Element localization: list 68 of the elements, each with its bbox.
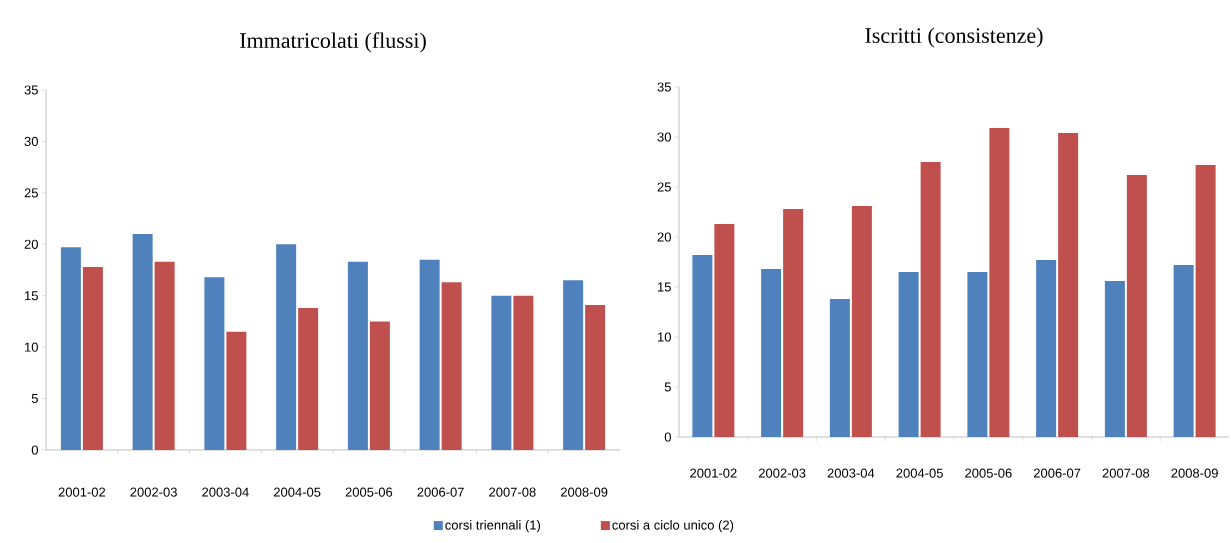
y-tick-label: 10 (25, 342, 38, 352)
y-tick-label: 20 (657, 232, 671, 242)
legend-label: corsi a ciclo unico (2) (612, 520, 734, 533)
bar (276, 244, 297, 450)
bar (132, 233, 153, 450)
bar (204, 277, 225, 450)
bar (1126, 174, 1147, 437)
bar (226, 331, 247, 450)
x-tick-label: 2005-06 (965, 468, 1012, 478)
bar (851, 205, 872, 437)
x-tick-label: 2006-07 (417, 487, 464, 497)
y-tick-label: 5 (31, 394, 38, 404)
bar (347, 261, 368, 450)
bar (513, 295, 534, 450)
bar (761, 268, 782, 437)
y-tick-label: 0 (31, 445, 38, 455)
y-tick-label: 0 (664, 432, 671, 442)
x-tick-label: 2003-04 (827, 468, 875, 478)
x-tick-label: 2005-06 (345, 487, 393, 497)
bar (967, 271, 988, 437)
y-tick-label: 35 (24, 85, 38, 95)
y-tick-label: 25 (24, 188, 38, 198)
bar (298, 308, 319, 450)
bar (60, 247, 81, 450)
x-tick-label: 2008-09 (1171, 468, 1218, 478)
y-tick-label: 30 (24, 136, 38, 147)
bar (1058, 132, 1079, 437)
chart-title: Immatricolati (flussi) (240, 32, 426, 53)
bar (369, 321, 390, 450)
chart-title: Iscritti (consistenze) (865, 27, 1043, 48)
x-tick-label: 2004-05 (273, 487, 321, 497)
y-tick-label: 15 (25, 291, 38, 301)
bar (989, 127, 1010, 437)
bar (491, 295, 512, 450)
bar (829, 298, 850, 437)
x-tick-label: 2001-02 (690, 468, 737, 478)
x-tick-label: 2004-05 (896, 468, 943, 478)
bar (714, 223, 735, 437)
y-tick-label: 15 (658, 282, 671, 292)
bar (692, 254, 713, 437)
legend-label: corsi triennali (1) (445, 520, 541, 533)
x-tick-label: 2008-09 (560, 487, 608, 497)
y-tick-label: 25 (657, 182, 671, 192)
x-tick-label: 2002-03 (758, 468, 806, 478)
bar (1195, 164, 1216, 437)
x-tick-label: 2007-08 (1102, 468, 1150, 478)
bar (1036, 259, 1057, 437)
y-tick-label: 35 (657, 82, 671, 92)
y-tick-label: 20 (24, 239, 38, 249)
bar (783, 208, 804, 437)
bar (898, 271, 919, 437)
x-tick-label: 2007-08 (489, 487, 536, 497)
y-tick-label: 30 (657, 132, 671, 142)
bar (441, 282, 462, 450)
x-tick-label: 2003-04 (202, 487, 249, 497)
y-tick-label: 10 (658, 332, 671, 342)
bar (920, 161, 941, 437)
bar (585, 304, 606, 450)
y-tick-label: 5 (664, 382, 671, 392)
x-tick-label: 2002-03 (130, 487, 177, 497)
bar (1104, 280, 1125, 437)
x-tick-label: 2001-02 (58, 487, 106, 497)
bar (1173, 264, 1194, 437)
bar (154, 261, 175, 450)
x-tick-label: 2006-07 (1033, 468, 1081, 478)
bar (419, 259, 440, 450)
bar (82, 266, 103, 450)
bar (563, 280, 584, 450)
